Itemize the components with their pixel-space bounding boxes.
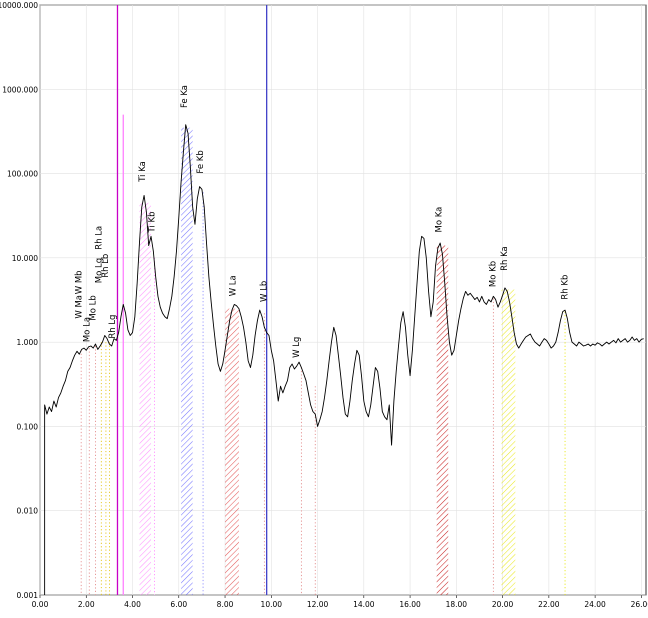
peak-annotation: Fe Ka [180, 85, 190, 108]
x-tick-label: 4.00 [124, 600, 141, 609]
peak-annotation: W Lg [292, 337, 302, 358]
x-tick-label: 16.00 [399, 600, 421, 609]
x-tick-label: 24.00 [584, 600, 606, 609]
x-tick-label: 6.00 [170, 600, 187, 609]
peak-annotation: Mo Lb [89, 295, 99, 320]
x-tick-label: 8.00 [217, 600, 234, 609]
peak-annotation: Mo Lg [94, 258, 104, 283]
peak-annotation: W La [228, 275, 238, 296]
peak-annotation: W Mb [75, 270, 85, 294]
x-tick-label: 2.00 [78, 600, 95, 609]
x-tick-label: 0.00 [32, 600, 49, 609]
peak-annotation: Ti Kb [147, 212, 157, 234]
spectrum-line [44, 124, 644, 595]
peak-annotation: W Lb [260, 281, 270, 302]
x-tick-label: 10.00 [261, 600, 283, 609]
peak-hatch-band [139, 202, 152, 595]
peak-annotation: Rh La [94, 226, 104, 250]
peak-annotation: Rh Kb [560, 275, 570, 300]
peak-hatch-band [436, 245, 449, 595]
peak-annotation: Rh Ka [500, 246, 510, 271]
peak-annotation: Mo Kb [489, 261, 499, 287]
x-tick-label: 14.00 [353, 600, 375, 609]
peak-annotation: Rh Lg [108, 315, 118, 339]
y-tick-label: 100.000 [7, 170, 38, 179]
y-tick-label: 0.100 [17, 422, 39, 431]
peak-annotation: Mo La [83, 317, 93, 342]
x-tick-label: 22.00 [538, 600, 560, 609]
peak-annotation: Ti Ka [138, 161, 148, 183]
x-tick-label: 18.00 [446, 600, 468, 609]
peak-hatch-band [225, 308, 239, 595]
y-tick-label: 10.000 [12, 254, 38, 263]
peak-annotation: W Ma [75, 295, 85, 319]
peak-annotation: Fe Kb [196, 150, 206, 173]
x-tick-label: 26.00 [631, 600, 648, 609]
peak-hatch-band [181, 127, 193, 595]
y-tick-label: 1.000 [17, 338, 39, 347]
x-tick-label: 12.00 [307, 600, 329, 609]
y-tick-label: 10000.000 [0, 1, 38, 10]
peak-annotation: Mo Ka [434, 207, 444, 233]
peak-hatch-band [501, 289, 516, 595]
y-tick-label: 0.010 [17, 507, 39, 516]
y-tick-label: 1000.000 [2, 85, 38, 94]
x-tick-label: 20.00 [492, 600, 514, 609]
y-tick-label: 0.001 [17, 591, 39, 600]
peak-annotation: Rh Lb [101, 254, 111, 278]
